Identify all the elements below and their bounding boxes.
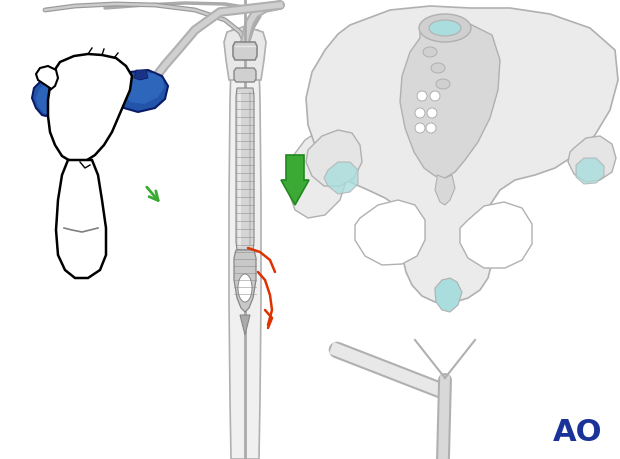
Ellipse shape <box>429 20 461 36</box>
Ellipse shape <box>419 14 471 42</box>
Circle shape <box>415 123 425 133</box>
Polygon shape <box>240 315 250 335</box>
Ellipse shape <box>431 63 445 73</box>
Circle shape <box>430 91 440 101</box>
Polygon shape <box>306 6 618 303</box>
Ellipse shape <box>436 79 450 89</box>
Ellipse shape <box>238 274 252 302</box>
Polygon shape <box>234 68 256 82</box>
Ellipse shape <box>423 47 437 57</box>
Polygon shape <box>306 130 362 186</box>
Circle shape <box>427 108 437 118</box>
Polygon shape <box>435 278 462 312</box>
Polygon shape <box>435 175 455 205</box>
Polygon shape <box>36 66 58 90</box>
Polygon shape <box>233 42 257 60</box>
Polygon shape <box>568 136 616 182</box>
Polygon shape <box>460 202 532 268</box>
Polygon shape <box>32 78 66 116</box>
Polygon shape <box>234 250 256 312</box>
Polygon shape <box>224 26 266 80</box>
Polygon shape <box>355 200 425 265</box>
Polygon shape <box>36 82 62 114</box>
Polygon shape <box>576 158 604 184</box>
Circle shape <box>415 108 425 118</box>
Polygon shape <box>48 54 132 162</box>
Circle shape <box>426 123 436 133</box>
Polygon shape <box>400 22 500 178</box>
Circle shape <box>417 91 427 101</box>
Polygon shape <box>124 73 164 104</box>
Polygon shape <box>229 30 261 459</box>
Polygon shape <box>236 88 254 250</box>
Polygon shape <box>281 155 309 205</box>
Text: AO: AO <box>553 418 603 447</box>
Polygon shape <box>288 130 348 218</box>
Polygon shape <box>134 70 148 80</box>
Polygon shape <box>56 160 106 278</box>
Polygon shape <box>324 162 358 194</box>
Polygon shape <box>118 70 168 112</box>
